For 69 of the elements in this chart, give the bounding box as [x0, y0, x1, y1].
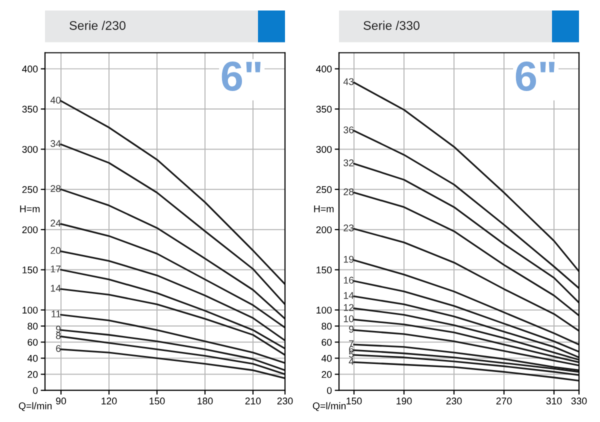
- series-label: 6: [56, 345, 61, 352]
- y-tick-label: 100: [22, 306, 38, 314]
- x-axis-title: Q=l/min: [312, 402, 346, 412]
- series-label: 24: [50, 220, 61, 226]
- series-label: 43: [343, 78, 354, 86]
- y-tick-label: 0: [33, 387, 38, 394]
- series-label: 9: [56, 326, 61, 333]
- x-axis-title: Q=l/min: [18, 402, 52, 412]
- y-tick-label: 400: [22, 66, 38, 72]
- y-tick-label: 250: [22, 186, 38, 194]
- series-label: 16: [344, 276, 354, 284]
- series-label: 10: [344, 315, 354, 322]
- y-tick-label: 350: [316, 106, 332, 113]
- x-tick-label: 270: [496, 398, 512, 404]
- y-tick-label: 0: [327, 387, 332, 394]
- series-label: 19: [344, 256, 354, 263]
- y-tick-label: 150: [316, 266, 332, 274]
- y-tick-label: 400: [316, 66, 332, 72]
- series-label: 14: [344, 292, 354, 299]
- x-tick-label: 230: [277, 398, 293, 404]
- y-tick-label: 80: [322, 322, 332, 330]
- series-label: 28: [50, 185, 61, 192]
- annotation: 6": [222, 61, 261, 91]
- y-tick-label: 40: [321, 354, 332, 362]
- series-label: 32: [344, 159, 354, 166]
- series-label: 36: [344, 126, 354, 134]
- y-tick-label: 200: [22, 226, 38, 234]
- series-label: 14: [50, 284, 61, 292]
- y-tick-label: 150: [22, 266, 38, 274]
- y-tick-label: 100: [316, 306, 332, 314]
- y-tick-label: 60: [28, 338, 38, 346]
- series-label: 17: [50, 266, 61, 272]
- series-label: 7: [349, 340, 354, 348]
- x-tick-label: 330: [571, 398, 587, 404]
- x-tick-label: 210: [245, 398, 261, 404]
- series-label: 20: [50, 247, 61, 254]
- y-tick-label: 40: [27, 354, 38, 362]
- y-tick-label: 80: [28, 322, 38, 330]
- y-tick-label: 20: [322, 371, 332, 378]
- y-tick-label: 200: [316, 226, 332, 234]
- series-label: 9: [349, 326, 354, 333]
- series-label: 34: [50, 140, 61, 147]
- x-tick-label: 230: [446, 398, 462, 404]
- x-tick-label: 310: [546, 398, 562, 404]
- y-tick-label: 20: [28, 371, 38, 378]
- series-label: 23: [344, 224, 354, 232]
- y-tick-label: 250: [316, 186, 332, 194]
- y-tick-label: 300: [22, 146, 38, 153]
- x-tick-label: 120: [102, 398, 117, 404]
- x-tick-label: 150: [346, 398, 362, 404]
- series-label: 12: [344, 304, 354, 311]
- annotation: 6": [516, 61, 555, 91]
- series-label: 5: [348, 350, 354, 358]
- y-tick-label: 300: [316, 146, 332, 153]
- series-label: 28: [344, 188, 354, 196]
- y-axis-title: H=m: [20, 206, 40, 212]
- series-label: 40: [50, 96, 61, 104]
- x-tick-label: 90: [56, 398, 66, 404]
- series-label: 8: [56, 332, 61, 340]
- y-tick-label: 350: [22, 106, 38, 113]
- x-tick-label: 190: [396, 398, 412, 404]
- y-tick-label: 60: [322, 338, 332, 346]
- x-tick-label: 150: [150, 398, 165, 404]
- chart-title: Serie /330: [364, 20, 420, 30]
- chart-title: Serie /230: [70, 20, 126, 30]
- series-label: 11: [52, 310, 61, 318]
- x-tick-label: 180: [198, 398, 213, 404]
- y-axis-title: H=m: [314, 206, 334, 212]
- series-label: 4: [348, 358, 354, 365]
